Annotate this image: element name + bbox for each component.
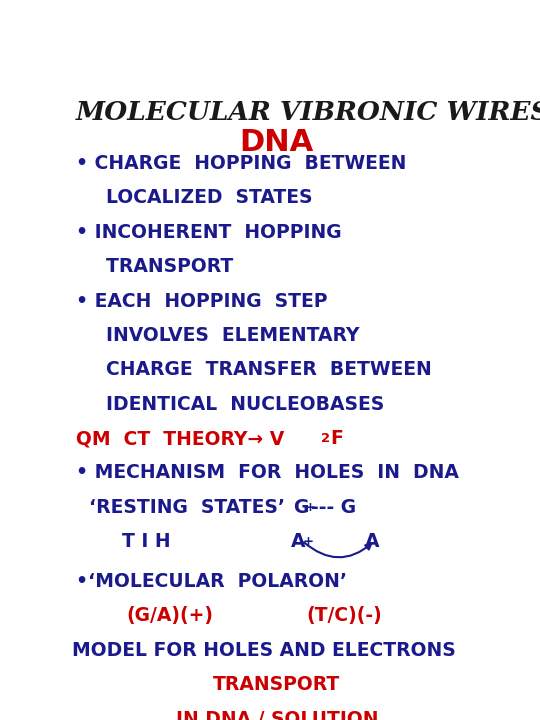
Text: IDENTICAL  NUCLEOBASES: IDENTICAL NUCLEOBASES bbox=[93, 395, 384, 414]
Text: QM  CT  THEORY→ V: QM CT THEORY→ V bbox=[76, 429, 284, 448]
Text: TRANSPORT: TRANSPORT bbox=[213, 675, 340, 694]
Text: DNA: DNA bbox=[240, 128, 314, 157]
Text: MODEL FOR HOLES AND ELECTRONS: MODEL FOR HOLES AND ELECTRONS bbox=[72, 641, 455, 660]
Text: --- G: --- G bbox=[311, 498, 356, 517]
Text: +: + bbox=[305, 501, 315, 514]
Text: • EACH  HOPPING  STEP: • EACH HOPPING STEP bbox=[76, 292, 327, 310]
Text: T I H: T I H bbox=[122, 532, 171, 551]
Text: A: A bbox=[292, 532, 306, 551]
Text: MOLECULAR VIBRONIC WIRES: MOLECULAR VIBRONIC WIRES bbox=[76, 100, 540, 125]
Text: • CHARGE  HOPPING  BETWEEN: • CHARGE HOPPING BETWEEN bbox=[76, 154, 406, 173]
Text: • MECHANISM  FOR  HOLES  IN  DNA: • MECHANISM FOR HOLES IN DNA bbox=[76, 464, 459, 482]
Text: LOCALIZED  STATES: LOCALIZED STATES bbox=[93, 189, 312, 207]
Text: +: + bbox=[303, 536, 314, 549]
Text: •‘MOLECULAR  POLARON’: •‘MOLECULAR POLARON’ bbox=[76, 572, 347, 591]
Text: ‘RESTING  STATES’: ‘RESTING STATES’ bbox=[76, 498, 285, 517]
Text: A: A bbox=[364, 532, 379, 551]
Text: IN DNA / SOLUTION: IN DNA / SOLUTION bbox=[176, 709, 378, 720]
Text: CHARGE  TRANSFER  BETWEEN: CHARGE TRANSFER BETWEEN bbox=[93, 360, 431, 379]
Text: INVOLVES  ELEMENTARY: INVOLVES ELEMENTARY bbox=[93, 326, 359, 345]
Text: G: G bbox=[294, 498, 309, 517]
Text: TRANSPORT: TRANSPORT bbox=[93, 257, 233, 276]
Text: (G/A)(+): (G/A)(+) bbox=[126, 606, 213, 626]
Text: F: F bbox=[330, 429, 343, 448]
Text: 2: 2 bbox=[321, 432, 330, 446]
Text: (T/C)(-): (T/C)(-) bbox=[306, 606, 382, 626]
Text: • INCOHERENT  HOPPING: • INCOHERENT HOPPING bbox=[76, 222, 341, 242]
